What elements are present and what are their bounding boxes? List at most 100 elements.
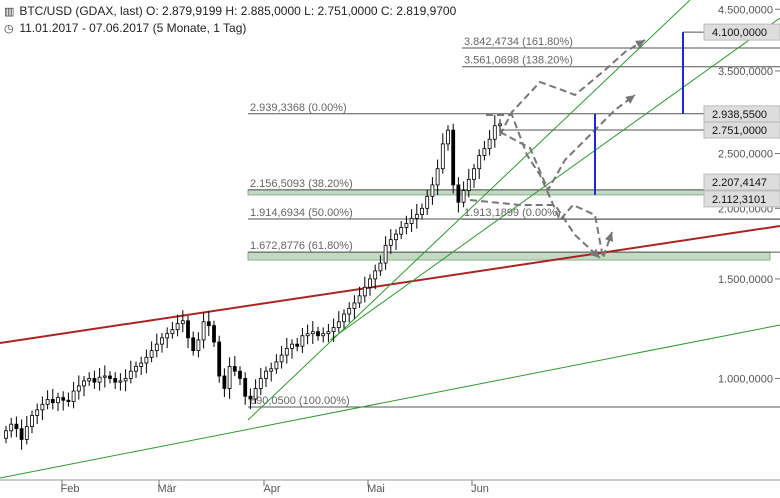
candle-body [435,168,440,186]
candle-body [274,361,279,370]
fib-label-6: 1.672,8776 (61.80%) [250,240,353,252]
candle-body [118,380,123,383]
candle-body [279,354,284,363]
candle-body [342,313,346,323]
candle-body [191,337,196,352]
fib-label-5: 1.913,1899 (0.00%) [464,207,561,219]
candle-body [316,331,320,337]
candle-body [440,143,445,170]
candle-body [414,214,419,219]
x-tick-label: Mär [158,483,177,495]
x-tick-label: Apr [263,483,280,495]
candle-body [331,327,336,333]
candle-body [24,426,29,440]
candle-body [102,375,107,378]
candle-body [378,262,383,272]
candle-body [97,376,102,383]
y-tick-label: 3.500,0000 [718,66,773,78]
candle-body [76,385,81,392]
candle-body [206,321,211,327]
candle-body [196,339,201,352]
candle-body [108,375,112,379]
candle-body [295,343,300,347]
price-labels: 4.100,0000 2.938,5500 2.751,0000 2.207,4147… [703,23,780,208]
candle-body [394,233,398,241]
candle-body [461,190,466,203]
price-label-text: 2.751,0000 [712,125,767,137]
candle-body [66,399,71,403]
candle-body [40,403,45,411]
candle-body [487,138,492,150]
projection-path-1 [499,39,646,136]
candle-body [113,378,118,383]
candle-body [217,341,222,377]
candle-body [222,375,227,389]
projection-path-0 [486,114,613,262]
x-tick-label: Jun [471,483,489,495]
candle-body [56,397,60,404]
candle-body [388,239,393,246]
instrument-ohlc: BTC/USD (GDAX, last) O: 2.879,9199 H: 2.… [19,4,457,18]
candle-body [149,350,154,358]
candle-body [201,321,206,341]
candle-body [451,129,456,186]
candle-body [35,409,40,416]
x-tick-label: Feb [61,483,80,495]
candle-body [232,366,237,372]
candle-body [139,362,144,367]
candle-body [305,333,310,337]
candle-body [180,320,185,325]
candle-body [19,428,24,440]
projection-path-3 [469,199,601,259]
projection-arrow-3 [590,248,600,258]
candle-body [212,325,216,343]
price-label-text: 4.100,0000 [712,27,767,39]
candle-body [14,423,19,430]
header-line-1: ▥ BTC/USD (GDAX, last) O: 2.879,9199 H: … [4,4,456,18]
candle-body [300,335,305,347]
candle-body [492,125,497,140]
projection-path-2 [499,94,636,193]
fib-label-7: 890,0500 (100.00%) [250,395,350,407]
trend-lines [0,0,780,479]
fib-zone-1 [247,251,771,261]
candle-body [9,423,14,432]
candle-body [336,321,341,329]
trend-line-green-steep [247,0,691,421]
candle-body [404,223,409,228]
candle-body [466,178,471,191]
candle-body [456,184,461,203]
y-tick-label: 4.500,0000 [718,4,773,16]
price-label-box [703,121,780,139]
candle-body [165,333,170,339]
chart-bars-icon: ▥ [4,6,15,18]
projection-arrow-0 [604,232,614,242]
candle-body [50,399,55,404]
y-tick-label: 1.500,0000 [718,274,773,286]
candle-body [420,207,424,215]
candle-body [4,430,8,439]
candle-body [446,129,450,145]
candle-body [175,323,180,331]
candle-body [123,378,128,382]
candle-body [310,331,315,335]
candle-body [92,378,97,383]
candle-body [284,348,289,356]
candle-body [71,390,76,403]
y-tick-label: 1.000,0000 [718,373,773,385]
candle-body [45,399,50,405]
fib-label-0: 3.842,4734 (161.80%) [464,36,573,48]
candle-body [160,337,164,345]
candle-body [144,356,149,364]
price-label-text: 2.938,5500 [712,109,767,121]
candle-body [373,270,378,280]
candle-body [87,378,92,382]
candle-body [472,168,476,180]
y-tick-label: 2.500,0000 [718,149,773,161]
price-label-box [703,173,780,191]
candle-body [383,244,388,264]
candle-body [253,388,258,400]
candle-body [362,286,367,297]
candle-body [290,343,294,349]
